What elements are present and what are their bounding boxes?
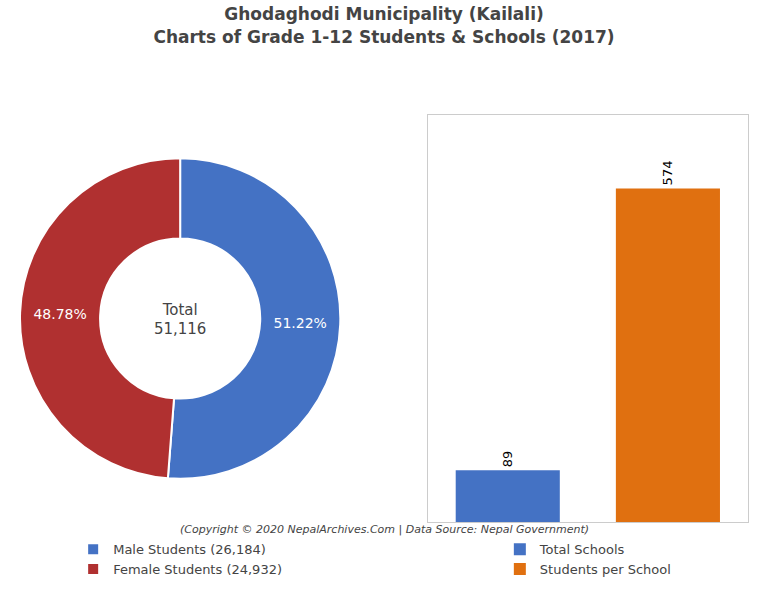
svg-text:48.78%: 48.78% <box>33 306 86 322</box>
svg-text:(Copyright © 2020 NepalArchive: (Copyright © 2020 NepalArchives.Com | Da… <box>180 523 589 536</box>
svg-text:Ghodaghodi Municipality (Kaila: Ghodaghodi Municipality (Kailali)Charts … <box>153 4 614 46</box>
svg-text:Female Students (24,932): Female Students (24,932) <box>113 562 282 577</box>
svg-text:Students per School: Students per School <box>540 562 671 577</box>
svg-text:574: 574 <box>660 161 675 186</box>
svg-text:Total51,116: Total51,116 <box>154 301 207 339</box>
svg-text:89: 89 <box>500 451 515 468</box>
svg-text:51.22%: 51.22% <box>273 315 326 331</box>
svg-text:Total Schools: Total Schools <box>539 542 625 557</box>
svg-text:Male Students (26,184): Male Students (26,184) <box>113 542 266 557</box>
